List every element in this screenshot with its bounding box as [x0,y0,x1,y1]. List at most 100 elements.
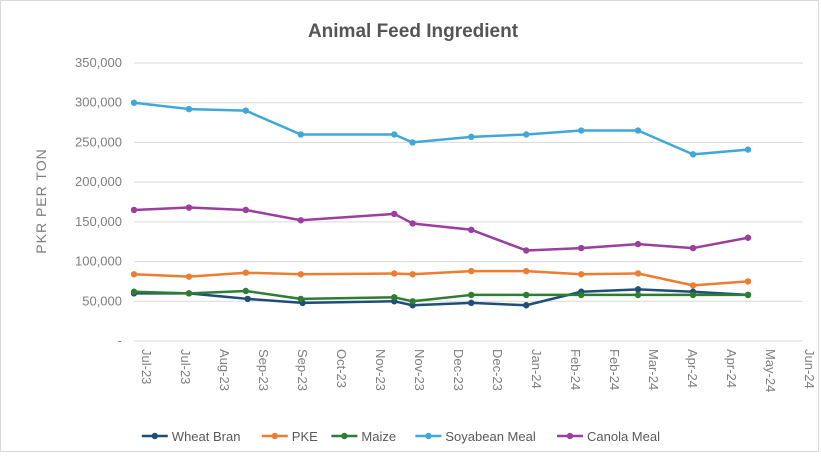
data-point [130,206,138,214]
y-tick-labels: - 50,000 100,000 150,000 200,000 250,000 300,0… [75,55,122,348]
data-point [468,299,475,307]
x-tick-label: Jul-23 [139,349,154,384]
legend-item: Wheat Bran [141,429,241,444]
legend-label: Wheat Bran [172,429,241,444]
data-point [130,288,138,295]
data-point [744,234,752,241]
data-point [391,294,398,301]
data-point [468,291,475,299]
series-line [134,288,749,307]
legend-label: Soyabean Meal [445,429,535,444]
y-tick-label: 200,000 [75,174,122,189]
legend: Wheat Bran PKE Maize Soyabean Meal Canola Me… [141,429,660,444]
data-point [578,244,585,252]
x-tick-label: Apr-24 [685,349,700,388]
data-point [634,291,642,299]
data-point [130,271,138,278]
data-point [578,291,585,299]
x-tick-label: Jan-24 [529,349,544,389]
x-tick-label: Dec-23 [451,349,466,391]
data-point [297,271,304,278]
data-point [689,244,697,252]
series-lines [130,99,752,309]
series-soyabean-meal [130,99,752,158]
x-tick-label: Nov-23 [373,349,388,391]
data-point [634,270,642,277]
y-tick-label: 350,000 [75,55,122,70]
data-point [391,270,398,277]
data-point [468,267,475,275]
legend-item: PKE [261,429,318,444]
legend-label: Maize [361,429,396,444]
x-tick-label: Jul-23 [178,349,193,384]
gridlines [134,62,803,342]
legend-item: Canola Meal [557,429,660,444]
data-point [634,286,642,293]
data-point [523,302,530,309]
chart-title: Animal Feed Ingredient [308,21,519,42]
data-point [744,278,752,285]
data-point [130,99,138,106]
data-point [409,220,416,227]
y-axis-label: PKR PER TON [33,148,49,253]
data-point [744,146,752,153]
y-tick-label: 250,000 [75,134,122,149]
legend-marker [271,432,278,440]
data-point [297,131,304,138]
data-point [468,133,475,141]
data-point [185,204,193,211]
x-tick-label: Mar-24 [646,349,661,390]
data-point [297,295,304,303]
data-point [523,247,530,254]
legend-marker [425,432,432,440]
legend-item: Soyabean Meal [415,429,536,444]
data-point [244,295,251,303]
series-maize [130,287,752,305]
data-point [744,291,752,299]
x-tick-label: Jun-24 [802,349,817,389]
x-tick-label: Dec-23 [490,349,505,391]
data-point [523,131,530,138]
legend-marker [341,432,348,440]
data-point [578,127,585,134]
y-tick-label: 100,000 [75,254,122,269]
data-point [468,226,475,233]
data-point [185,105,193,113]
x-tick-label: Nov-23 [412,349,427,391]
x-tick-label: Feb-24 [607,349,622,390]
data-point [185,273,193,280]
x-tick-labels: Jul-23 Jul-23 Aug-23 Sep-23 Sep-23 Oct-23 Nov-… [139,349,817,392]
data-point [242,287,250,295]
x-tick-label: Sep-23 [256,349,271,391]
legend-label: Canola Meal [587,429,660,444]
data-point [242,206,250,214]
data-point [689,151,697,158]
data-point [578,271,585,278]
data-point [391,210,398,218]
data-point [409,298,416,305]
data-point [689,282,697,289]
x-tick-label: May-24 [763,349,778,392]
legend-label: PKE [292,429,318,444]
data-point [409,139,416,146]
series-line [133,289,749,303]
x-tick-label: Feb-24 [568,349,583,390]
data-point [391,131,398,138]
y-tick-label: 300,000 [75,95,122,110]
x-tick-label: Apr-24 [724,349,739,388]
x-tick-label: Aug-23 [217,349,232,391]
series-line [133,269,749,287]
data-point [634,127,642,134]
x-tick-label: Oct-23 [334,349,349,388]
data-point [242,107,250,114]
series-canola-meal [130,204,752,254]
series-pke [130,267,752,289]
legend-marker [151,432,158,440]
data-point [523,267,530,275]
data-point [634,240,642,248]
legend-item: Maize [331,429,396,444]
series-line [133,101,749,156]
y-tick-label: 50,000 [82,293,122,308]
